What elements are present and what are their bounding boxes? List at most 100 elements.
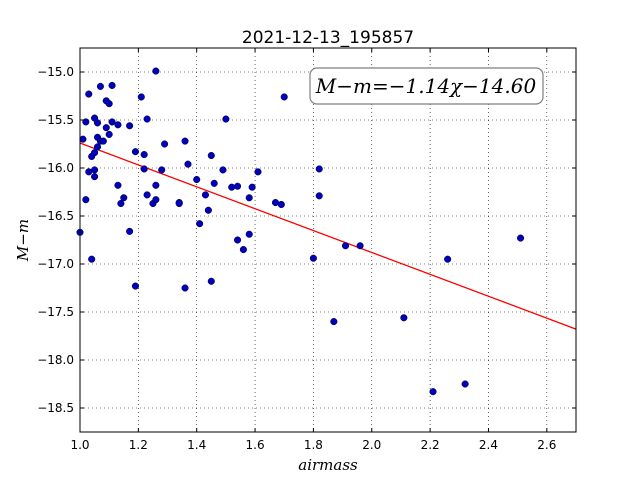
data-point — [131, 148, 139, 156]
data-point — [400, 314, 408, 322]
data-point — [158, 166, 166, 174]
y-tick-label: −15.5 — [37, 113, 74, 127]
data-point — [143, 191, 151, 199]
data-point — [356, 242, 364, 250]
fit-equation-label: M−m=−1.14χ−14.60 — [315, 74, 537, 98]
data-point — [99, 137, 107, 145]
fit-legend-box: M−m=−1.14χ−14.60 — [309, 67, 544, 105]
data-point — [444, 255, 452, 263]
data-points — [76, 67, 525, 396]
data-point — [108, 81, 116, 89]
data-point — [210, 179, 218, 187]
data-point — [85, 90, 93, 98]
data-point — [131, 282, 139, 290]
y-tick-label: −16.5 — [37, 209, 74, 223]
data-point — [245, 194, 253, 202]
data-point — [234, 236, 242, 244]
data-point — [315, 192, 323, 200]
plot-area — [80, 48, 576, 432]
data-point — [222, 115, 230, 123]
data-point — [96, 82, 104, 90]
data-point — [82, 196, 90, 204]
y-tick-label: −16.0 — [37, 161, 74, 175]
data-point — [126, 227, 134, 235]
data-point — [429, 388, 437, 396]
x-tick-label: 1.2 — [129, 438, 148, 452]
x-axis-label: airmass — [298, 456, 358, 474]
data-point — [181, 137, 189, 145]
data-point — [280, 93, 288, 101]
y-tick-label: −15.0 — [37, 65, 74, 79]
data-point — [114, 121, 122, 129]
fit-legend-frame — [309, 67, 544, 105]
data-point — [184, 160, 192, 168]
data-point — [193, 175, 201, 184]
x-tick-label: 2.4 — [479, 438, 498, 452]
data-point — [140, 151, 148, 159]
data-point — [91, 149, 99, 157]
data-point — [330, 318, 338, 326]
data-point — [105, 100, 113, 108]
data-point — [140, 165, 148, 173]
x-tick-label: 2.6 — [537, 438, 556, 452]
data-point — [102, 124, 110, 132]
data-point — [175, 199, 183, 208]
plot-frame — [79, 47, 577, 433]
data-point — [341, 242, 350, 250]
x-tick-label: 1.4 — [187, 438, 206, 452]
data-point — [181, 284, 189, 292]
x-tick-label: 2.0 — [362, 438, 381, 452]
data-point — [234, 182, 242, 190]
data-point — [309, 254, 317, 262]
y-axis-label: M−m — [14, 219, 32, 262]
data-point — [126, 122, 134, 130]
y-tick-label: −18.0 — [37, 353, 74, 367]
data-point — [201, 191, 210, 199]
grid-lines — [79, 48, 576, 432]
data-point — [143, 115, 151, 123]
data-point — [228, 183, 236, 191]
data-point — [219, 166, 227, 174]
data-point — [277, 200, 285, 209]
y-tick-label: −18.5 — [37, 401, 74, 415]
data-point — [82, 118, 90, 126]
data-point — [108, 118, 116, 126]
data-point — [114, 181, 122, 189]
data-point — [245, 230, 253, 238]
x-tick-label: 1.8 — [304, 438, 323, 452]
data-point — [88, 255, 96, 263]
data-point — [196, 220, 204, 228]
data-point — [120, 194, 128, 202]
data-point — [117, 199, 125, 208]
fit-line-group — [79, 142, 577, 330]
y-tick-label: −17.5 — [37, 305, 74, 319]
data-point — [207, 277, 215, 285]
data-point — [79, 135, 87, 143]
y-tick-label: −17.0 — [37, 257, 74, 271]
data-point — [93, 143, 102, 151]
data-point — [204, 206, 212, 214]
data-point — [137, 93, 145, 101]
data-point — [93, 119, 102, 127]
data-point — [248, 183, 256, 191]
data-point — [239, 246, 247, 254]
data-point — [254, 168, 262, 176]
data-point — [161, 140, 169, 148]
x-tick-label: 1.0 — [70, 438, 89, 452]
data-point — [207, 151, 215, 160]
data-point — [517, 234, 525, 242]
data-point — [152, 196, 160, 204]
data-point — [315, 165, 323, 173]
chart-title: 2021-12-13_195857 — [242, 28, 414, 48]
axis-ticks: 1.0 1.2 1.4 1.6 1.8 2.0 2.2 2.4 2.6 −15.0 −15.5 −16… — [37, 48, 576, 452]
data-point — [152, 67, 160, 75]
data-point — [91, 166, 99, 174]
data-point — [461, 380, 469, 388]
x-tick-label: 2.2 — [421, 438, 440, 452]
fit-line — [79, 142, 577, 330]
data-point — [105, 130, 113, 138]
data-point — [91, 173, 99, 181]
x-tick-label: 1.6 — [246, 438, 265, 452]
data-point — [152, 181, 160, 189]
